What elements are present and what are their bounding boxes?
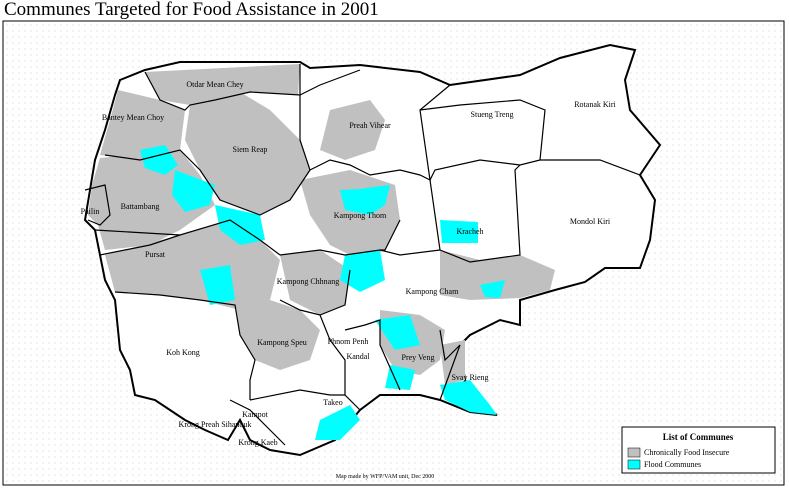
province-label: Koh Kong — [166, 348, 200, 357]
province-label: Otdar Mean Chey — [186, 80, 243, 89]
legend: List of Communes Chronically Food Insecu… — [621, 426, 776, 474]
province-label: Battambang — [121, 202, 160, 211]
legend-items: Chronically Food Insecure Flood Communes — [627, 447, 730, 470]
legend-box — [621, 426, 776, 474]
province-label: Stueng Treng — [471, 110, 514, 119]
province-label: Kampong Chhnang — [277, 277, 339, 286]
legend-title: List of Communes — [663, 432, 734, 442]
province-label: Kracheh — [456, 227, 483, 236]
province-label: Krong Kaeb — [238, 438, 277, 447]
province-label: Preah Vihear — [349, 121, 391, 130]
province-label: Kampong Cham — [406, 287, 459, 296]
map-title: Communes Targeted for Food Assistance in… — [4, 0, 379, 20]
province-label: Bantey Mean Choy — [102, 113, 164, 122]
province-label: Takeo — [323, 398, 342, 407]
legend-swatch — [627, 447, 641, 458]
province-label: Rotanak Kiri — [574, 100, 616, 109]
province-label: Phnom Penh — [328, 337, 369, 346]
province-label: Kandal — [346, 352, 370, 361]
province-label: Krong Preah Sihanouk — [179, 420, 252, 429]
credit: Map made by WFP/VAM unit, Dec 2000 — [336, 474, 435, 480]
legend-label: Chronically Food Insecure — [644, 448, 730, 457]
province-label: Pursat — [145, 250, 166, 259]
province-label: Kampong Speu — [257, 338, 307, 347]
province-label: Svay Rieng — [451, 373, 488, 382]
province-label: Prey Veng — [402, 353, 435, 362]
province-labels: Otdar Mean Chey Bantey Mean Choy Siem Reap… — [81, 80, 617, 447]
legend-swatch — [627, 459, 641, 470]
province-label: Mondol Kiri — [570, 217, 611, 226]
province-label: Siem Reap — [233, 145, 268, 154]
province-label: Kampot — [242, 410, 269, 419]
province-label: Pailin — [81, 207, 100, 216]
country — [83, 43, 662, 457]
province-label: Kampong Thom — [334, 211, 387, 220]
legend-label: Flood Communes — [644, 460, 701, 469]
